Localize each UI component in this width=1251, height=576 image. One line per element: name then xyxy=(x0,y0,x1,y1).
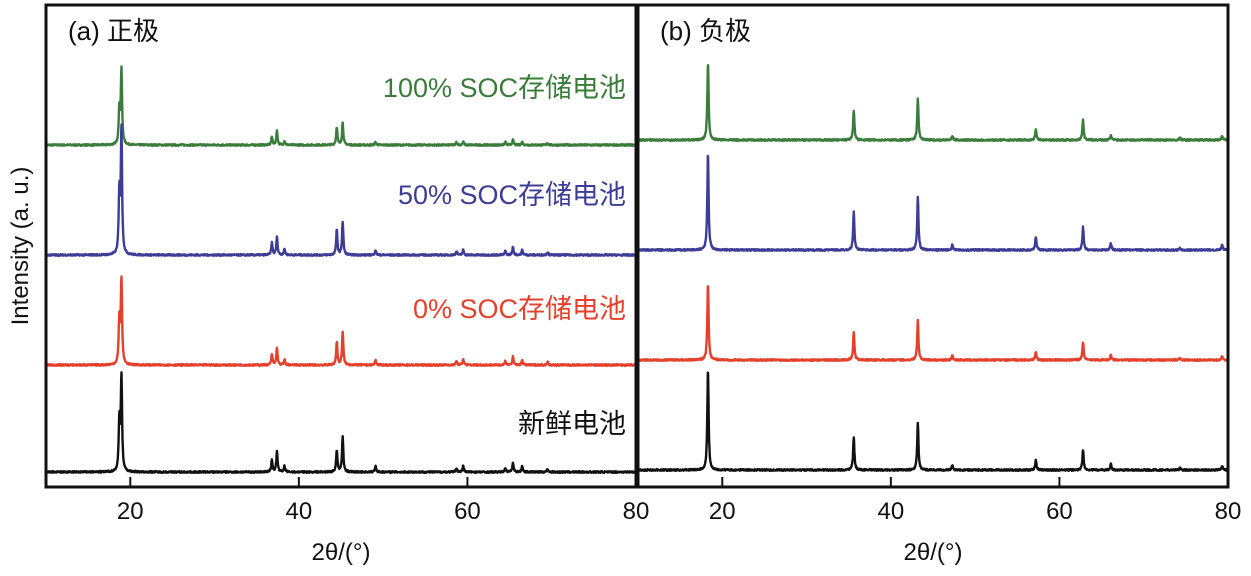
x-tick-label: 40 xyxy=(878,498,905,525)
x-axis-label: 2θ/(°) xyxy=(904,539,963,566)
series-label-3: 新鲜电池 xyxy=(518,409,626,439)
panel-title: (b) 负极 xyxy=(660,16,751,46)
x-axis-label: 2θ/(°) xyxy=(312,539,371,566)
x-tick-label: 20 xyxy=(709,498,736,525)
plot-frame xyxy=(636,3,1230,489)
x-tick-label: 60 xyxy=(1046,498,1073,525)
panel-b: 20 40 60 80 (b) 负极 2θ/(°) xyxy=(636,3,1242,566)
x-tick-label: 40 xyxy=(286,498,313,525)
series-line-2 xyxy=(636,285,1229,362)
series-label-2: 0% SOC存储电池 xyxy=(413,294,626,324)
series-line-3 xyxy=(45,371,637,474)
series-label-1: 50% SOC存储电池 xyxy=(398,180,626,210)
series-line-1 xyxy=(637,154,1229,252)
series-line-1 xyxy=(45,123,637,257)
x-tick-label: 80 xyxy=(1215,498,1242,525)
x-tick-label: 60 xyxy=(454,498,481,525)
series-label-0: 100% SOC存储电池 xyxy=(383,73,626,103)
x-tick-label: 80 xyxy=(623,498,650,525)
panel-title: (a) 正极 xyxy=(68,16,159,46)
series-line-0 xyxy=(44,65,637,147)
series-line-3 xyxy=(636,371,1229,472)
series-line-0 xyxy=(636,64,1229,142)
plot-frame xyxy=(44,3,638,489)
series-line-2 xyxy=(45,275,637,367)
y-axis-label: Intensity (a. u.) xyxy=(7,167,34,326)
x-tick-label: 20 xyxy=(117,498,144,525)
